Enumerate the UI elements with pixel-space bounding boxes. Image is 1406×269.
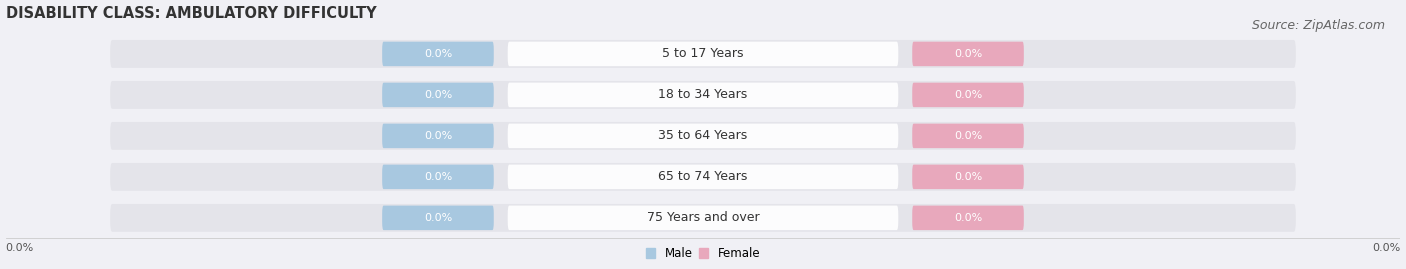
Text: 0.0%: 0.0% <box>423 90 453 100</box>
Text: 0.0%: 0.0% <box>953 172 983 182</box>
FancyBboxPatch shape <box>110 204 1296 232</box>
FancyBboxPatch shape <box>508 124 898 148</box>
Text: 0.0%: 0.0% <box>953 49 983 59</box>
Text: 5 to 17 Years: 5 to 17 Years <box>662 47 744 61</box>
FancyBboxPatch shape <box>110 81 1296 109</box>
Text: 0.0%: 0.0% <box>6 243 34 253</box>
FancyBboxPatch shape <box>912 42 1024 66</box>
Text: 0.0%: 0.0% <box>423 213 453 223</box>
FancyBboxPatch shape <box>912 124 1024 148</box>
Text: 65 to 74 Years: 65 to 74 Years <box>658 170 748 183</box>
FancyBboxPatch shape <box>382 206 494 230</box>
Text: 0.0%: 0.0% <box>953 90 983 100</box>
Text: DISABILITY CLASS: AMBULATORY DIFFICULTY: DISABILITY CLASS: AMBULATORY DIFFICULTY <box>6 6 377 20</box>
FancyBboxPatch shape <box>508 206 898 230</box>
Text: 0.0%: 0.0% <box>423 49 453 59</box>
FancyBboxPatch shape <box>382 42 494 66</box>
Text: 0.0%: 0.0% <box>953 131 983 141</box>
FancyBboxPatch shape <box>110 122 1296 150</box>
FancyBboxPatch shape <box>912 83 1024 107</box>
FancyBboxPatch shape <box>110 40 1296 68</box>
FancyBboxPatch shape <box>508 42 898 66</box>
FancyBboxPatch shape <box>382 165 494 189</box>
Text: 75 Years and over: 75 Years and over <box>647 211 759 224</box>
FancyBboxPatch shape <box>110 163 1296 191</box>
Text: 0.0%: 0.0% <box>953 213 983 223</box>
FancyBboxPatch shape <box>912 206 1024 230</box>
Text: 0.0%: 0.0% <box>423 131 453 141</box>
FancyBboxPatch shape <box>912 165 1024 189</box>
Text: 18 to 34 Years: 18 to 34 Years <box>658 89 748 101</box>
FancyBboxPatch shape <box>382 124 494 148</box>
Legend: Male, Female: Male, Female <box>641 242 765 265</box>
Text: Source: ZipAtlas.com: Source: ZipAtlas.com <box>1251 19 1385 32</box>
Text: 0.0%: 0.0% <box>423 172 453 182</box>
FancyBboxPatch shape <box>508 165 898 189</box>
Text: 0.0%: 0.0% <box>1372 243 1400 253</box>
FancyBboxPatch shape <box>508 83 898 107</box>
FancyBboxPatch shape <box>382 83 494 107</box>
Text: 35 to 64 Years: 35 to 64 Years <box>658 129 748 142</box>
